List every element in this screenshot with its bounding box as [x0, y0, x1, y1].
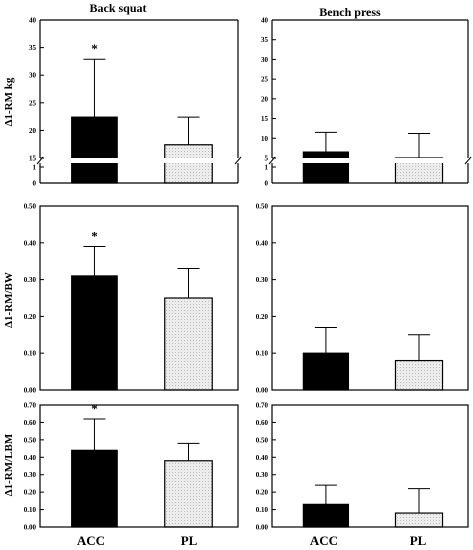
- axis-break-gap: [37, 158, 241, 163]
- y-tick-label: 20: [29, 127, 37, 135]
- y-tick-label: 0.20: [24, 489, 37, 497]
- ylabel-delta-1rm-lbm: Δ1-RM/LBM: [3, 433, 15, 496]
- bar-pl: [164, 144, 213, 184]
- y-tick-label: 40: [261, 17, 269, 25]
- y-tick-label: 0.50: [256, 203, 269, 211]
- plot-frame: [39, 205, 239, 391]
- y-tick-label: 0.10: [256, 350, 269, 358]
- x-category-pl-left: PL: [181, 533, 198, 548]
- bar-pl: [164, 297, 213, 391]
- y-tick-label: 0.00: [24, 387, 37, 395]
- y-tick-label: 0.00: [256, 524, 269, 532]
- bar-pl: [394, 359, 444, 391]
- y-tick-label: 0.60: [24, 419, 37, 427]
- y-tick-label: 0.30: [24, 276, 37, 284]
- y-tick-label: 0.50: [256, 436, 269, 444]
- bar-acc: [302, 352, 350, 391]
- y-tick-label: 0.40: [256, 454, 269, 462]
- x-category-acc-left: ACC: [77, 533, 105, 548]
- y-tick-label: 0.20: [256, 313, 269, 321]
- y-tick-label: 35: [261, 36, 269, 44]
- y-tick-label: 15: [29, 155, 37, 163]
- plot-frame: [271, 404, 469, 528]
- y-tick-label: 40: [29, 17, 37, 25]
- bar-acc: [71, 449, 118, 528]
- y-tick-label: 0.00: [256, 387, 269, 395]
- significance-asterisk: *: [91, 228, 98, 243]
- bar-pl: [394, 512, 444, 528]
- y-tick-label: 25: [29, 99, 37, 107]
- y-tick-label: 0.30: [256, 471, 269, 479]
- y-tick-label: 0.20: [24, 313, 37, 321]
- bar-acc: [71, 275, 118, 391]
- x-category-pl-right: PL: [410, 533, 427, 548]
- y-tick-label: 1: [265, 164, 269, 172]
- column-title-bench-press: Bench press: [319, 5, 381, 19]
- plot-frame: [39, 404, 239, 528]
- y-tick-label: 0.60: [256, 419, 269, 427]
- y-tick-label: 0.50: [24, 203, 37, 211]
- y-tick-label: 0.70: [256, 402, 269, 410]
- y-tick-label: 15: [261, 115, 269, 123]
- ylabel-delta-1rm-bw: Δ1-RM/BW: [3, 272, 15, 328]
- y-tick-label: 0.40: [24, 454, 37, 462]
- y-tick-label: 30: [261, 56, 269, 64]
- panel-bench-press-lbm: 0.00 0.10 0.20 0.30 0.40 0.50 0.60 0.70: [256, 402, 469, 532]
- y-tick-label: 0.10: [24, 350, 37, 358]
- y-tick-label: 5: [265, 155, 269, 163]
- panel-back-squat-bw: * 0.00 0.10 0.20 0.30 0.40 0.50: [24, 203, 239, 395]
- y-tick-label: 0.10: [24, 506, 37, 514]
- y-tick-label: 0.30: [256, 276, 269, 284]
- column-title-back-squat: Back squat: [89, 1, 146, 15]
- axis-break-mark-right: [234, 156, 242, 165]
- panel-back-squat-lbm: * 0.00 0.10 0.20 0.30 0.40 0.50 0.60 0.70: [24, 401, 239, 532]
- plot-frame: [271, 205, 469, 391]
- ylabel-delta-1rm-kg: Δ1-RM kg: [3, 77, 15, 126]
- bar-acc: [302, 151, 350, 184]
- y-tick-label: 0.30: [24, 471, 37, 479]
- significance-asterisk: *: [91, 401, 98, 416]
- y-tick-label: 0: [33, 180, 37, 188]
- bar-acc: [302, 503, 350, 528]
- bar-pl: [164, 460, 213, 528]
- y-tick-label: 35: [29, 44, 37, 52]
- bar-acc: [71, 116, 118, 184]
- y-tick-label: 0.10: [256, 506, 269, 514]
- y-tick-label: 25: [261, 76, 269, 84]
- y-tick-label: 20: [261, 95, 269, 103]
- y-tick-label: 0.70: [24, 402, 37, 410]
- panel-bench-press-bw: 0.00 0.10 0.20 0.30 0.40 0.50: [256, 203, 469, 395]
- y-tick-label: 0.50: [24, 436, 37, 444]
- y-tick-label: 0.00: [24, 524, 37, 532]
- x-category-acc-right: ACC: [310, 533, 338, 548]
- significance-asterisk: *: [91, 41, 98, 56]
- axis-break-gap: [269, 158, 471, 163]
- y-tick-label: 10: [261, 135, 269, 143]
- axis-break-mark-right: [464, 156, 472, 165]
- y-tick-label: 0.40: [24, 239, 37, 247]
- y-tick-label: 0: [265, 180, 269, 188]
- y-tick-label: 0.20: [256, 489, 269, 497]
- panel-back-squat-kg: * 15 20 25 30 35 40 1 0: [29, 17, 242, 188]
- y-tick-label: 0.40: [256, 239, 269, 247]
- y-tick-label: 30: [29, 72, 37, 80]
- y-tick-label: 1: [33, 164, 37, 172]
